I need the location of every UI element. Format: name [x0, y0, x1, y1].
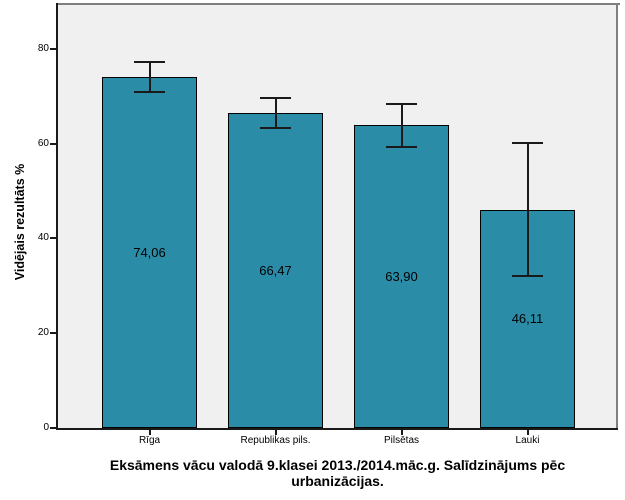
- y-tick-mark: [50, 237, 56, 240]
- y-tick-label: 40: [37, 232, 49, 244]
- y-tick-label: 60: [37, 137, 49, 149]
- error-bar-cap-bottom: [260, 126, 291, 129]
- x-tick-label: Lauki: [515, 435, 540, 446]
- x-tick-label: Rīga: [138, 435, 161, 446]
- chart-title-line-2: urbanizācijas.: [291, 473, 384, 489]
- x-tick-label: Republikas pils.: [240, 435, 311, 446]
- bar: [102, 77, 197, 428]
- bar-value-label: 74,06: [133, 244, 166, 260]
- error-bar-line: [400, 103, 403, 147]
- y-axis-line: [56, 3, 58, 430]
- y-tick-label: 80: [37, 42, 49, 54]
- bar-value-label: 46,11: [511, 310, 544, 326]
- x-tick-label: Pilsētas: [383, 435, 419, 446]
- error-bar-cap-bottom: [134, 91, 165, 94]
- y-tick-mark: [50, 142, 56, 145]
- error-bar-cap-top: [260, 97, 291, 100]
- chart-title-line-1: Eksāmens vācu valodā 9.klasei 2013./2014…: [109, 457, 566, 473]
- chart-title: Eksāmens vācu valodā 9.klasei 2013./2014…: [57, 457, 618, 489]
- x-tick-mark: [400, 430, 403, 435]
- y-tick-mark: [50, 47, 56, 50]
- x-tick-mark: [526, 430, 529, 435]
- bar: [354, 125, 449, 428]
- y-tick-label: 20: [37, 327, 49, 339]
- plot-frame-right: [616, 3, 618, 428]
- plot-frame-top: [56, 3, 620, 5]
- y-tick-label: 0: [43, 422, 49, 433]
- bar-value-label: 63,90: [385, 268, 418, 284]
- bar-value-label: 66,47: [259, 262, 292, 278]
- error-bar-cap-bottom: [386, 145, 417, 148]
- error-bar-line: [148, 61, 151, 93]
- error-bar-cap-top: [134, 60, 165, 63]
- error-bar-line: [526, 142, 529, 277]
- error-bar-line: [274, 98, 277, 128]
- x-tick-mark: [274, 430, 277, 435]
- error-bar-cap-top: [512, 141, 543, 144]
- x-axis-line: [56, 428, 618, 430]
- y-tick-mark: [50, 332, 56, 335]
- y-tick-mark: [50, 427, 56, 429]
- x-tick-mark: [148, 430, 151, 435]
- bar: [228, 113, 323, 428]
- error-bar-cap-bottom: [512, 275, 543, 278]
- y-axis-title: Vidējais rezultāts %: [13, 163, 27, 281]
- error-bar-cap-top: [386, 102, 417, 105]
